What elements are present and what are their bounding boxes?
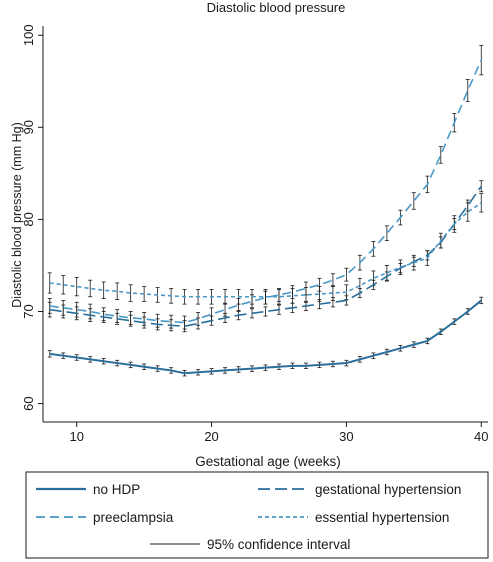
ci-bar [74, 301, 79, 318]
ci-bar [384, 265, 389, 281]
legend-label: 95% confidence interval [207, 537, 350, 552]
axes: 60 70 80 90 100 10 20 30 40 [21, 24, 488, 444]
legend-item-0: no HDP [36, 482, 140, 497]
ci-bar [196, 312, 201, 326]
ci-bar [384, 225, 389, 241]
legend-label: preeclampsia [93, 510, 174, 525]
ci-bar [61, 275, 66, 295]
legend-item-4: 95% confidence interval [150, 537, 350, 552]
y-tick-label: 80 [21, 212, 36, 226]
ci-bar [276, 288, 281, 305]
x-axis-label: Gestational age (weeks) [195, 454, 341, 469]
x-tick-label: 20 [204, 429, 218, 444]
legend-label: essential hypertension [315, 510, 449, 525]
series-line-1 [49, 185, 482, 328]
series-line-3 [49, 202, 482, 298]
ci-bar [465, 79, 470, 102]
legend-item-2: preeclampsia [36, 510, 174, 525]
ci-bar [303, 287, 308, 303]
ci-bar [101, 307, 106, 322]
ci-bar [330, 285, 335, 301]
ci-bar [88, 279, 93, 298]
x-tick-label: 10 [69, 429, 83, 444]
ci-bar [438, 146, 443, 164]
legend: no HDP gestational hypertension preeclamps… [36, 482, 461, 552]
series-lines [49, 59, 482, 375]
y-tick-label: 70 [21, 304, 36, 318]
series-line-0 [49, 299, 482, 375]
ci-bar [128, 284, 133, 302]
ci-bar [263, 306, 268, 317]
series-line-2 [49, 59, 482, 324]
ci-bar [74, 277, 79, 297]
legend-label: no HDP [93, 482, 140, 497]
legend-item-1: gestational hypertension [258, 482, 461, 497]
ci-bar [115, 282, 120, 300]
ci-bar [344, 267, 349, 282]
y-tick-label: 90 [21, 120, 36, 134]
ci-bar [101, 281, 106, 299]
ci-bar [317, 286, 322, 302]
legend-box [25, 471, 489, 559]
ci-bar [115, 309, 120, 323]
y-axis-label: Diastolic blood pressure (mm Hg) [10, 122, 24, 307]
x-tick-label: 40 [474, 429, 488, 444]
y-tick-label: 100 [21, 24, 36, 46]
ci-bar [142, 286, 147, 302]
ci-bar [128, 311, 133, 325]
ci-bar [182, 315, 187, 330]
x-tick-label: 30 [339, 429, 353, 444]
ci-bar [290, 288, 295, 304]
ci-bar [411, 192, 416, 210]
legend-label: gestational hypertension [315, 482, 461, 497]
ci-bar [61, 300, 66, 316]
legend-item-3: essential hypertension [258, 510, 449, 525]
confidence-intervals [47, 44, 484, 377]
chart-title: Diastolic blood pressure [207, 0, 346, 15]
ci-bar [263, 288, 268, 305]
ci-bar [88, 303, 93, 320]
y-tick-label: 60 [21, 396, 36, 410]
